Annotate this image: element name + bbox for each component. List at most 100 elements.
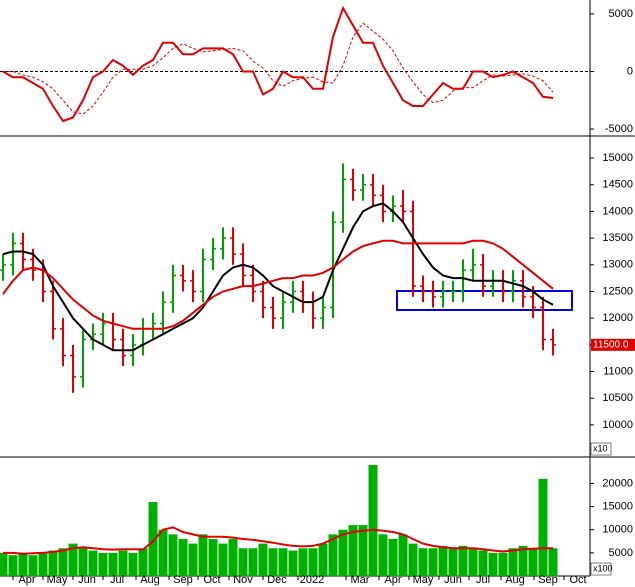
bar (498, 552, 508, 576)
y-tick-label: 14000 (602, 205, 633, 217)
bar (148, 501, 158, 576)
y-tick-label: -5000 (605, 123, 633, 135)
x-tick-label: Aug (140, 574, 160, 586)
multiplier-box (590, 562, 612, 576)
bar (128, 552, 138, 576)
x-tick-label: Mar (351, 574, 370, 586)
bar (468, 548, 478, 576)
bar (98, 552, 108, 576)
line (2, 5, 554, 123)
bar (378, 534, 388, 576)
y-tick-label: 13500 (602, 232, 633, 244)
bar (28, 555, 38, 576)
x-tick-label: Jul (110, 574, 124, 586)
x-tick-label: Apr (384, 574, 401, 586)
x-tick-label: Jun (444, 574, 462, 586)
bar (158, 529, 168, 576)
y-tick-label: 14500 (602, 179, 633, 191)
y-tick-label: 13000 (602, 259, 633, 271)
bar (278, 548, 288, 576)
bar (408, 543, 418, 576)
bar (258, 543, 268, 576)
y-tick-label: 5000 (609, 547, 633, 559)
bar (518, 545, 528, 576)
x-tick-label: May (47, 574, 68, 586)
bar (48, 550, 58, 576)
bar (0, 552, 8, 576)
bar (298, 548, 308, 576)
bar (238, 548, 248, 576)
bar (398, 534, 408, 576)
bar (58, 548, 68, 576)
bar (348, 525, 358, 576)
bar (218, 543, 228, 576)
x-tick-label: Sep (173, 574, 193, 586)
x-tick-label: Jul (476, 574, 490, 586)
y-tick-label: 10000 (602, 524, 633, 536)
bar (188, 543, 198, 576)
y-tick-label: 5000 (609, 8, 633, 20)
bar (248, 548, 258, 576)
multiplier-label: x100 (593, 563, 613, 573)
y-tick-label: 15000 (602, 500, 633, 512)
bar (108, 552, 118, 576)
bar (268, 548, 278, 576)
bar (198, 534, 208, 576)
bar (138, 548, 148, 576)
bar (228, 538, 238, 576)
y-tick-label: 10000 (602, 419, 633, 431)
bar (318, 543, 328, 576)
bar (308, 548, 318, 576)
bar (118, 550, 128, 576)
bar (358, 525, 368, 576)
bar (528, 548, 538, 576)
line (3, 526, 553, 555)
bar (538, 478, 548, 576)
bar (178, 538, 188, 576)
y-tick-label: 0 (627, 65, 633, 77)
annotation-box (396, 290, 573, 311)
multiplier-box (590, 442, 612, 456)
bar (8, 555, 18, 576)
multiplier-label: x10 (593, 443, 608, 453)
bar (478, 550, 488, 576)
y-tick-label: 20000 (602, 477, 633, 489)
x-tick-label: Jun (78, 574, 96, 586)
bar (488, 552, 498, 576)
x-tick-label: Oct (203, 574, 220, 586)
y-tick-label: 12500 (602, 285, 633, 297)
bar (168, 534, 178, 576)
bar (338, 529, 348, 576)
bar (458, 545, 468, 576)
bar (388, 538, 398, 576)
bar (418, 548, 428, 576)
bar (78, 548, 88, 576)
last-value-box (591, 338, 635, 351)
x-tick-label: Oct (569, 574, 586, 586)
last-value-label: 11500.0 (593, 339, 629, 350)
bar (38, 552, 48, 576)
bar (88, 550, 98, 576)
bar (438, 545, 448, 576)
y-tick-label: 15000 (602, 152, 633, 164)
x-tick-label: Apr (18, 574, 35, 586)
bar (448, 548, 458, 576)
bar (368, 464, 378, 576)
bar (328, 534, 338, 576)
bar (508, 548, 518, 576)
x-tick-label: Nov (233, 574, 253, 586)
y-tick-label: 10500 (602, 392, 633, 404)
bar (208, 538, 218, 576)
x-tick-label: Aug (505, 574, 525, 586)
bar (548, 548, 558, 576)
x-tick-label: 2022 (300, 574, 324, 586)
y-tick-label: 11000 (603, 365, 633, 377)
bar (18, 552, 28, 576)
bar (428, 548, 438, 576)
bar (288, 550, 298, 576)
y-tick-label: 12000 (602, 312, 633, 324)
x-tick-label: Dec (267, 574, 287, 586)
line (2, 202, 554, 352)
